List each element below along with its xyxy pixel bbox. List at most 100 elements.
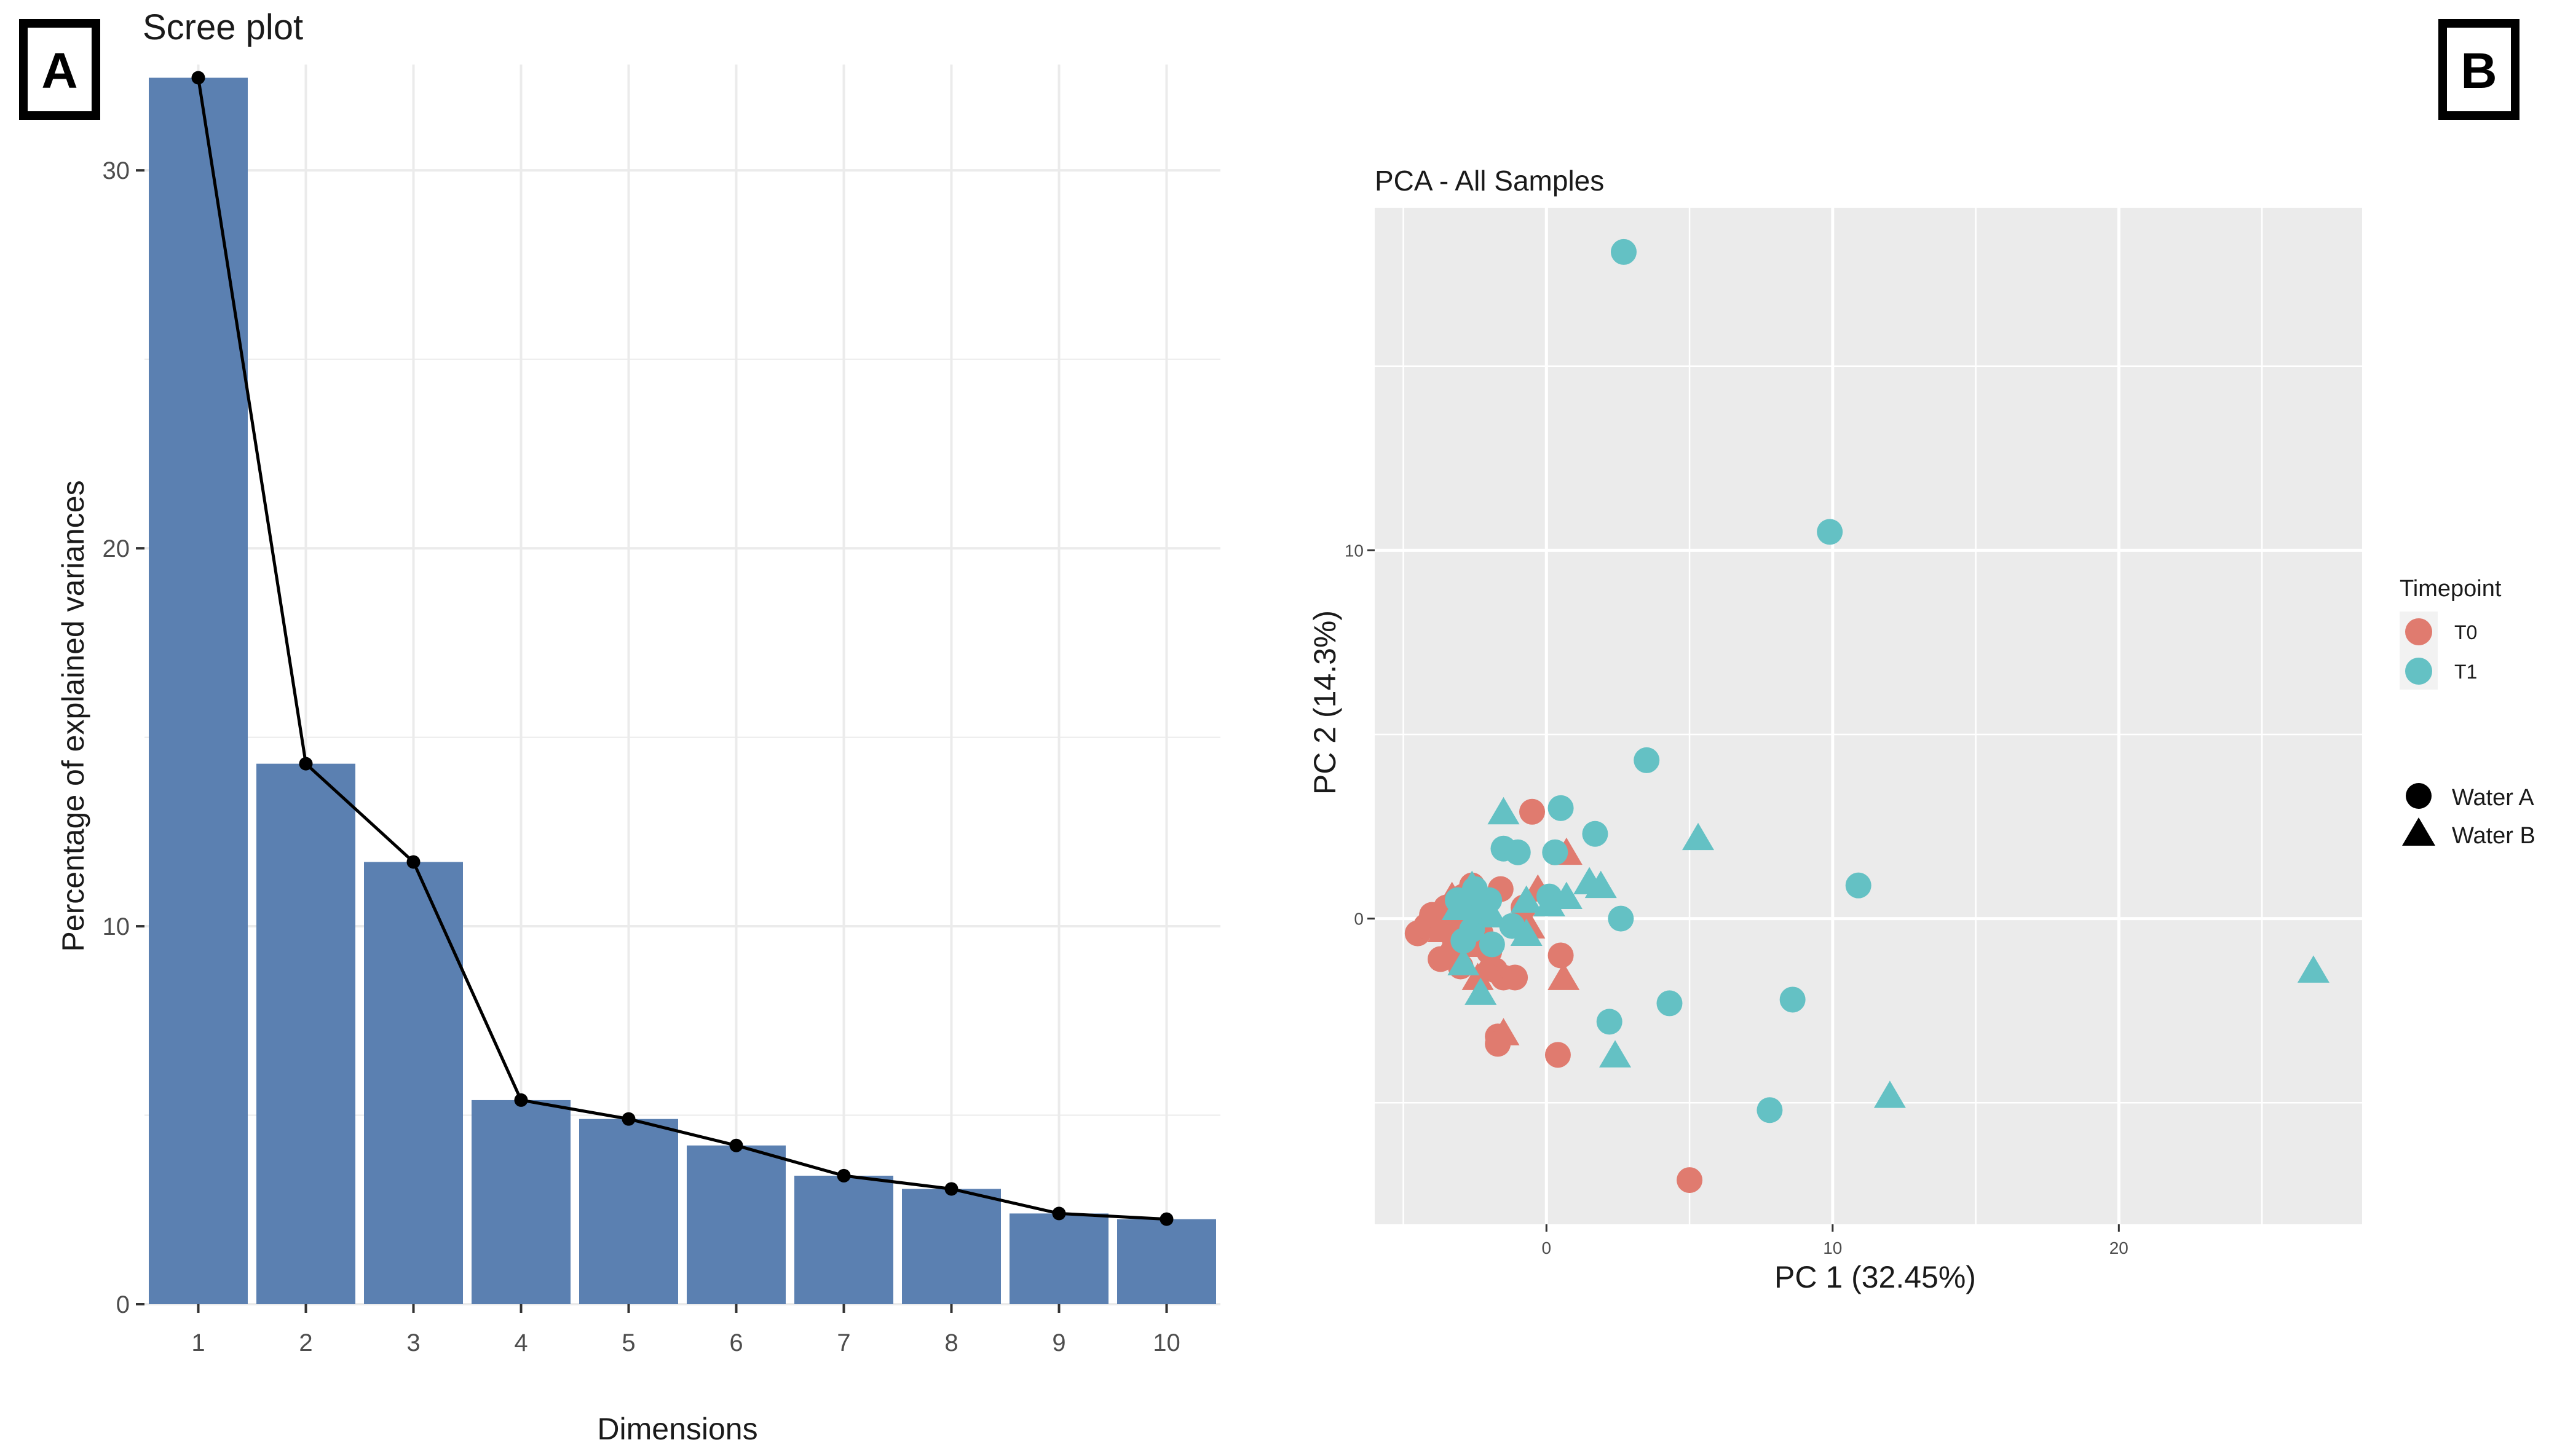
pca-point-t1-circle [1504, 839, 1531, 865]
scree-point-9 [1052, 1206, 1066, 1221]
pca-point-t1-circle [1610, 238, 1637, 265]
scree-point-4 [514, 1093, 528, 1107]
legend-t0-label: T0 [2454, 621, 2477, 643]
scree-x-tick-label: 5 [622, 1329, 635, 1356]
pca-x-ticks: 0 10 20 [1542, 1224, 2128, 1257]
panel-a-badge: A [19, 19, 100, 120]
pca-points [1404, 238, 2330, 1194]
pca-point-t0-triangle [1547, 962, 1580, 990]
pca-x-label: PC 1 (32.45%) [1774, 1260, 1976, 1294]
pca-point-t1-circle [1542, 839, 1568, 865]
scree-bar-3 [364, 862, 463, 1304]
pca-y-tick-label: 0 [1354, 910, 1364, 929]
pca-point-t1-circle [1450, 927, 1477, 954]
pca-point-t0-triangle [1470, 951, 1503, 979]
panel-b-label: B [2460, 43, 2497, 99]
pca-point-t1-triangle [1584, 870, 1617, 899]
pca-y-ticks: 0 10 [1345, 541, 1375, 929]
pca-point-t1-triangle [1599, 1040, 1632, 1068]
scree-x-label: Dimensions [597, 1412, 757, 1446]
scree-plot: Scree plot 0 10 20 30 1 2 3 4 5 6 7 8 9 10 Dimension… [56, 7, 1220, 1446]
legend-t1-swatch [2405, 658, 2432, 685]
pca-y-label: PC 2 (14.3%) [1308, 610, 1342, 795]
scree-point-10 [1160, 1212, 1174, 1226]
pca-point-t1-circle [1582, 820, 1608, 847]
legend-water-a-swatch [2406, 783, 2432, 809]
pca-point-t1-circle [1779, 986, 1806, 1013]
scree-point-3 [406, 855, 421, 869]
pca-point-t1-triangle [1476, 900, 1508, 928]
pca-point-t1-triangle [1464, 977, 1497, 1005]
pca-point-t1-triangle [1550, 881, 1583, 910]
legend-t1-label: T1 [2454, 661, 2477, 683]
pca-x-tick-label: 20 [2109, 1238, 2128, 1257]
scree-x-tick-label: 4 [514, 1329, 528, 1356]
pca-legend: Timepoint T0 T1 Water A Water B [2400, 576, 2535, 849]
pca-panel-background [1375, 208, 2362, 1224]
pca-point-t1-triangle [1873, 1080, 1906, 1108]
pca-point-t0-triangle [1427, 915, 1460, 942]
panel-b-badge: B [2438, 19, 2519, 120]
scree-bar-9 [1010, 1213, 1109, 1304]
scree-x-tick-label: 3 [406, 1329, 420, 1356]
scree-point-6 [729, 1138, 743, 1152]
pca-point-t1-circle [1596, 1009, 1622, 1035]
pca-point-t1-triangle [1533, 889, 1565, 917]
scree-x-tick-label: 6 [729, 1329, 743, 1356]
pca-point-t1-circle [1817, 519, 1843, 545]
legend-water-b-label: Water B [2452, 823, 2535, 849]
pca-point-t0-circle [1547, 942, 1574, 969]
scree-bar-8 [902, 1189, 1001, 1304]
pca-point-t1-triangle [1510, 885, 1543, 913]
pca-point-t0-circle [1677, 1167, 1703, 1194]
scree-y-tick-label: 20 [103, 535, 130, 562]
scree-x-tick-label: 10 [1153, 1329, 1180, 1356]
scree-x-tick-label: 2 [299, 1329, 312, 1356]
pca-point-t0-circle [1544, 1042, 1571, 1068]
legend-color-title: Timepoint [2400, 576, 2502, 602]
scree-bar-5 [579, 1119, 678, 1304]
pca-point-t0-triangle [1487, 1018, 1520, 1045]
pca-point-t1-triangle [1456, 870, 1488, 899]
scree-bar-1 [149, 77, 248, 1305]
pca-point-t0-circle [1519, 798, 1546, 825]
pca-point-t0-circle [1502, 964, 1528, 991]
legend-water-a-label: Water A [2452, 785, 2534, 811]
pca-x-tick-label: 0 [1542, 1238, 1552, 1257]
pca-plot: PCA - All Samples 0 10 0 10 20 PC 1 (32.45%… [1308, 165, 2535, 1294]
pca-point-t1-triangle [2297, 955, 2330, 983]
pca-point-t0-triangle [1430, 937, 1463, 964]
pca-point-t1-circle [1757, 1097, 1783, 1123]
pca-point-t1-circle [1634, 747, 1660, 773]
scree-bar-2 [256, 763, 355, 1304]
scree-bar-6 [687, 1145, 786, 1304]
legend-water-b-swatch [2402, 817, 2435, 846]
scree-x-tick-label: 1 [191, 1329, 205, 1356]
legend-t0-swatch [2405, 618, 2432, 645]
scree-point-2 [299, 757, 313, 771]
pca-point-t1-triangle [1487, 797, 1520, 825]
pca-point-t1-circle [1608, 905, 1634, 932]
scree-bar-4 [472, 1100, 571, 1304]
panel-a-label: A [41, 43, 77, 99]
pca-point-t1-circle [1479, 931, 1505, 958]
scree-y-label: Percentage of explained variances [56, 480, 90, 951]
scree-point-1 [191, 71, 205, 85]
scree-points [191, 71, 1174, 1226]
pca-point-t1-triangle [1510, 918, 1543, 946]
scree-y-tick-label: 10 [103, 913, 130, 940]
scree-x-ticks: 1 2 3 4 5 6 7 8 9 10 [191, 1304, 1180, 1356]
pca-point-t1-triangle [1682, 822, 1715, 851]
pca-point-t1-triangle [1447, 948, 1480, 975]
pca-y-tick-label: 10 [1345, 541, 1364, 560]
pca-x-tick-label: 10 [1823, 1238, 1842, 1257]
scree-y-tick-label: 30 [103, 157, 130, 184]
scree-point-5 [622, 1112, 636, 1126]
scree-bar-7 [794, 1175, 893, 1304]
scree-x-tick-label: 7 [837, 1329, 850, 1356]
scree-title: Scree plot [143, 7, 303, 47]
pca-point-t1-circle [1656, 990, 1683, 1017]
scree-line [197, 77, 1167, 1221]
scree-y-tick-label: 0 [116, 1291, 130, 1318]
